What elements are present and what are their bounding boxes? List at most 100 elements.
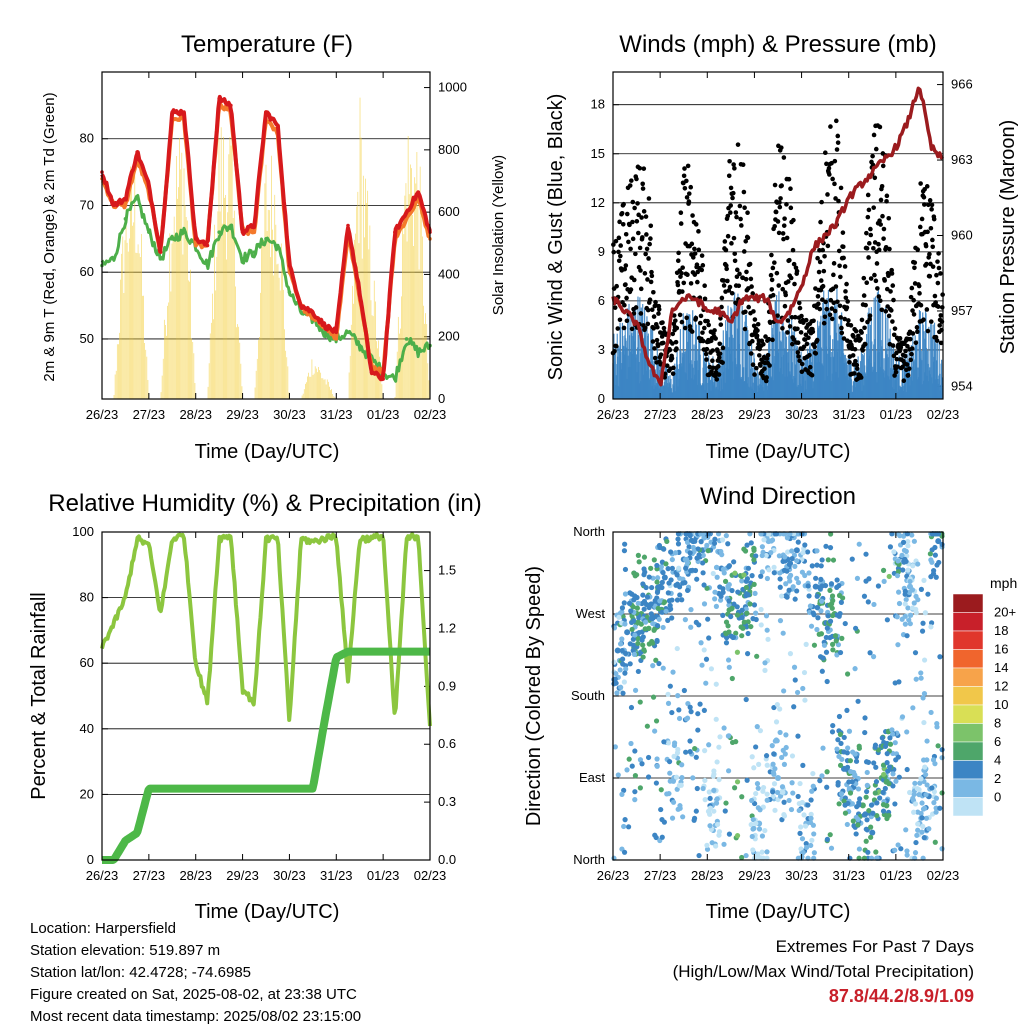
direction-point: [648, 565, 654, 571]
gust-point: [759, 338, 765, 344]
direction-point: [915, 597, 921, 603]
direction-point: [786, 561, 792, 568]
direction-point: [820, 655, 826, 661]
gust-point: [692, 251, 698, 256]
direction-point: [874, 800, 880, 806]
direction-point: [855, 698, 861, 704]
direction-point: [628, 740, 634, 747]
direction-point: [934, 724, 940, 730]
direction-point: [670, 669, 676, 675]
direction-x-tick-label: 28/23: [691, 868, 724, 883]
gust-point: [667, 347, 673, 353]
gust-point: [763, 334, 768, 339]
gust-point: [769, 287, 775, 292]
direction-point: [701, 582, 707, 588]
direction-point: [674, 786, 680, 792]
direction-point: [777, 584, 783, 590]
gust-point: [879, 307, 885, 313]
direction-point: [639, 635, 646, 641]
legend-label: 2: [994, 771, 1001, 786]
direction-point: [794, 558, 800, 564]
direction-point: [754, 781, 761, 787]
direction-point: [722, 808, 728, 814]
gust-point: [700, 330, 705, 335]
direction-point: [846, 728, 853, 734]
gust-point: [704, 357, 709, 362]
humidity-y-tick-label: 80: [80, 590, 94, 605]
temp-2m-series-point: [135, 150, 139, 154]
gust-point: [633, 251, 638, 257]
temp-2m-series-point: [346, 223, 350, 228]
station-info: Location: Harpersfield Station elevation…: [30, 918, 361, 1028]
gust-point: [822, 253, 827, 259]
gust-point: [617, 317, 623, 323]
direction-point: [838, 791, 845, 797]
direction-point: [921, 577, 927, 584]
direction-point: [900, 539, 907, 545]
direction-point: [937, 654, 943, 660]
direction-point: [894, 573, 901, 579]
temperature-y2-tick-label: 800: [438, 142, 460, 157]
direction-point: [759, 569, 765, 575]
direction-point: [805, 549, 811, 555]
direction-point: [632, 773, 639, 779]
direction-point: [654, 562, 660, 569]
direction-point: [654, 756, 660, 762]
direction-point: [684, 587, 691, 594]
gust-point: [814, 337, 820, 343]
direction-point: [896, 589, 902, 595]
gust-point: [817, 259, 823, 265]
temp-2m-series-point: [393, 230, 397, 234]
gust-point: [921, 317, 926, 323]
gust-point: [850, 353, 856, 358]
direction-point: [660, 569, 666, 576]
direction-point: [847, 758, 854, 764]
direction-point: [619, 609, 625, 615]
legend-label: 12: [994, 679, 1008, 694]
gust-point: [887, 246, 892, 252]
direction-point: [786, 797, 792, 804]
direction-point: [818, 608, 824, 614]
direction-point: [827, 832, 833, 838]
direction-point: [658, 806, 664, 813]
gust-point: [820, 283, 826, 289]
humidity-y2-tick-label: 0.0: [438, 852, 456, 867]
direction-point: [668, 577, 674, 583]
direction-point: [904, 729, 910, 735]
gust-point: [865, 214, 871, 220]
direction-point: [810, 822, 816, 828]
gust-point: [618, 253, 623, 259]
direction-point: [630, 636, 636, 642]
direction-point: [847, 790, 854, 796]
gust-point: [649, 269, 654, 275]
gust-point: [695, 279, 700, 285]
temp-2m-series-point: [158, 250, 163, 254]
gust-point: [658, 352, 664, 357]
direction-point: [751, 765, 757, 771]
direction-point: [661, 546, 667, 552]
direction-point: [812, 583, 819, 590]
gust-point: [718, 322, 724, 327]
direction-point: [923, 771, 929, 778]
direction-point: [701, 601, 708, 607]
direction-point: [629, 763, 635, 769]
gust-point: [919, 216, 925, 222]
direction-point: [745, 630, 751, 637]
gust-point: [656, 307, 662, 312]
gust-point: [682, 185, 688, 191]
direction-point: [880, 789, 886, 796]
humidity-x-tick-label: 30/23: [273, 868, 306, 883]
direction-point: [723, 619, 730, 625]
direction-point: [796, 807, 802, 814]
direction-point: [641, 647, 647, 653]
direction-point: [808, 811, 814, 817]
gust-point: [757, 353, 762, 358]
direction-point: [716, 744, 722, 750]
direction-point: [889, 727, 895, 733]
direction-point: [875, 583, 882, 589]
direction-point: [789, 548, 795, 554]
gust-point: [787, 257, 792, 263]
gust-point: [613, 238, 619, 244]
gust-point: [714, 377, 720, 382]
gust-point: [842, 264, 848, 269]
